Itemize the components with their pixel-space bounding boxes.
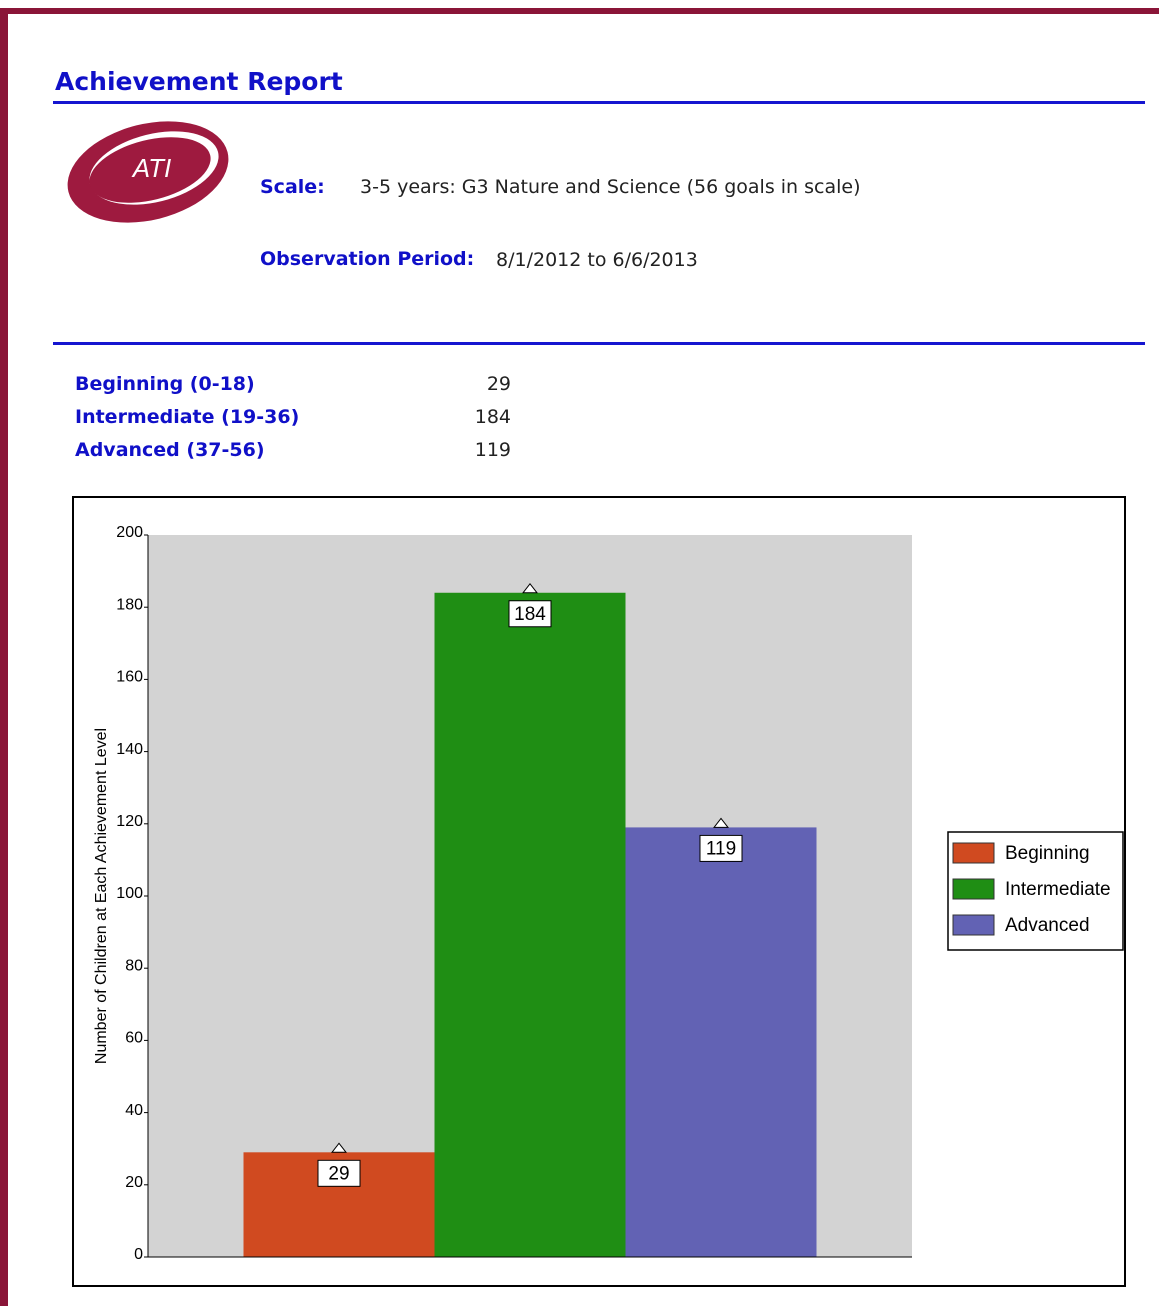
legend-swatch [952,842,995,864]
legend-label: Intermediate [1005,879,1111,900]
value-label-box [699,834,743,862]
y-tick-label: 140 [116,741,143,758]
y-tick-label: 200 [116,524,143,541]
report-title: Achievement Report [55,67,343,96]
level-label: Intermediate (19-36) [75,406,300,428]
legend-swatch [952,914,995,936]
legend-label: Beginning [1005,843,1090,864]
y-tick-label: 60 [125,1030,143,1047]
level-count: 119 [474,439,511,461]
logo: ATI [67,121,229,223]
y-tick-label: 120 [116,813,143,830]
value-label-box [508,600,552,628]
scale-label: Scale: [260,176,325,198]
y-axis-label: Number of Children at Each Achievement L… [93,728,110,1064]
legend-label: Advanced [1005,915,1090,936]
value-label: 119 [706,838,736,859]
legend-swatch [952,878,995,900]
logo-inner [89,137,211,203]
value-marker [521,582,539,594]
value-marker [330,1142,348,1153]
rule [53,101,1145,104]
level-label: Beginning (0-18) [75,373,255,395]
value-label: 29 [328,1163,349,1184]
level-count: 184 [474,406,511,428]
y-tick-label: 20 [125,1174,143,1191]
bar [434,592,626,1257]
y-tick-label: 180 [116,596,143,613]
value-marker [712,817,730,828]
frame [0,8,1159,1306]
bar [625,827,817,1257]
y-tick-label: 80 [125,957,143,974]
logo-text: ATI [131,153,172,183]
rule [53,342,1145,345]
y-tick-label: 100 [116,885,143,902]
level-label: Advanced (37-56) [75,439,265,461]
scale-value: 3-5 years: G3 Nature and Science (56 goa… [360,176,861,198]
value-label-box [317,1159,361,1187]
y-tick-label: 40 [125,1102,143,1119]
y-tick-label: 0 [134,1246,143,1263]
level-count: 29 [486,373,511,395]
period-label: Observation Period: [260,248,475,270]
y-tick-label: 160 [116,669,143,686]
period-value: 8/1/2012 to 6/6/2013 [496,249,698,271]
value-label: 184 [514,604,546,625]
